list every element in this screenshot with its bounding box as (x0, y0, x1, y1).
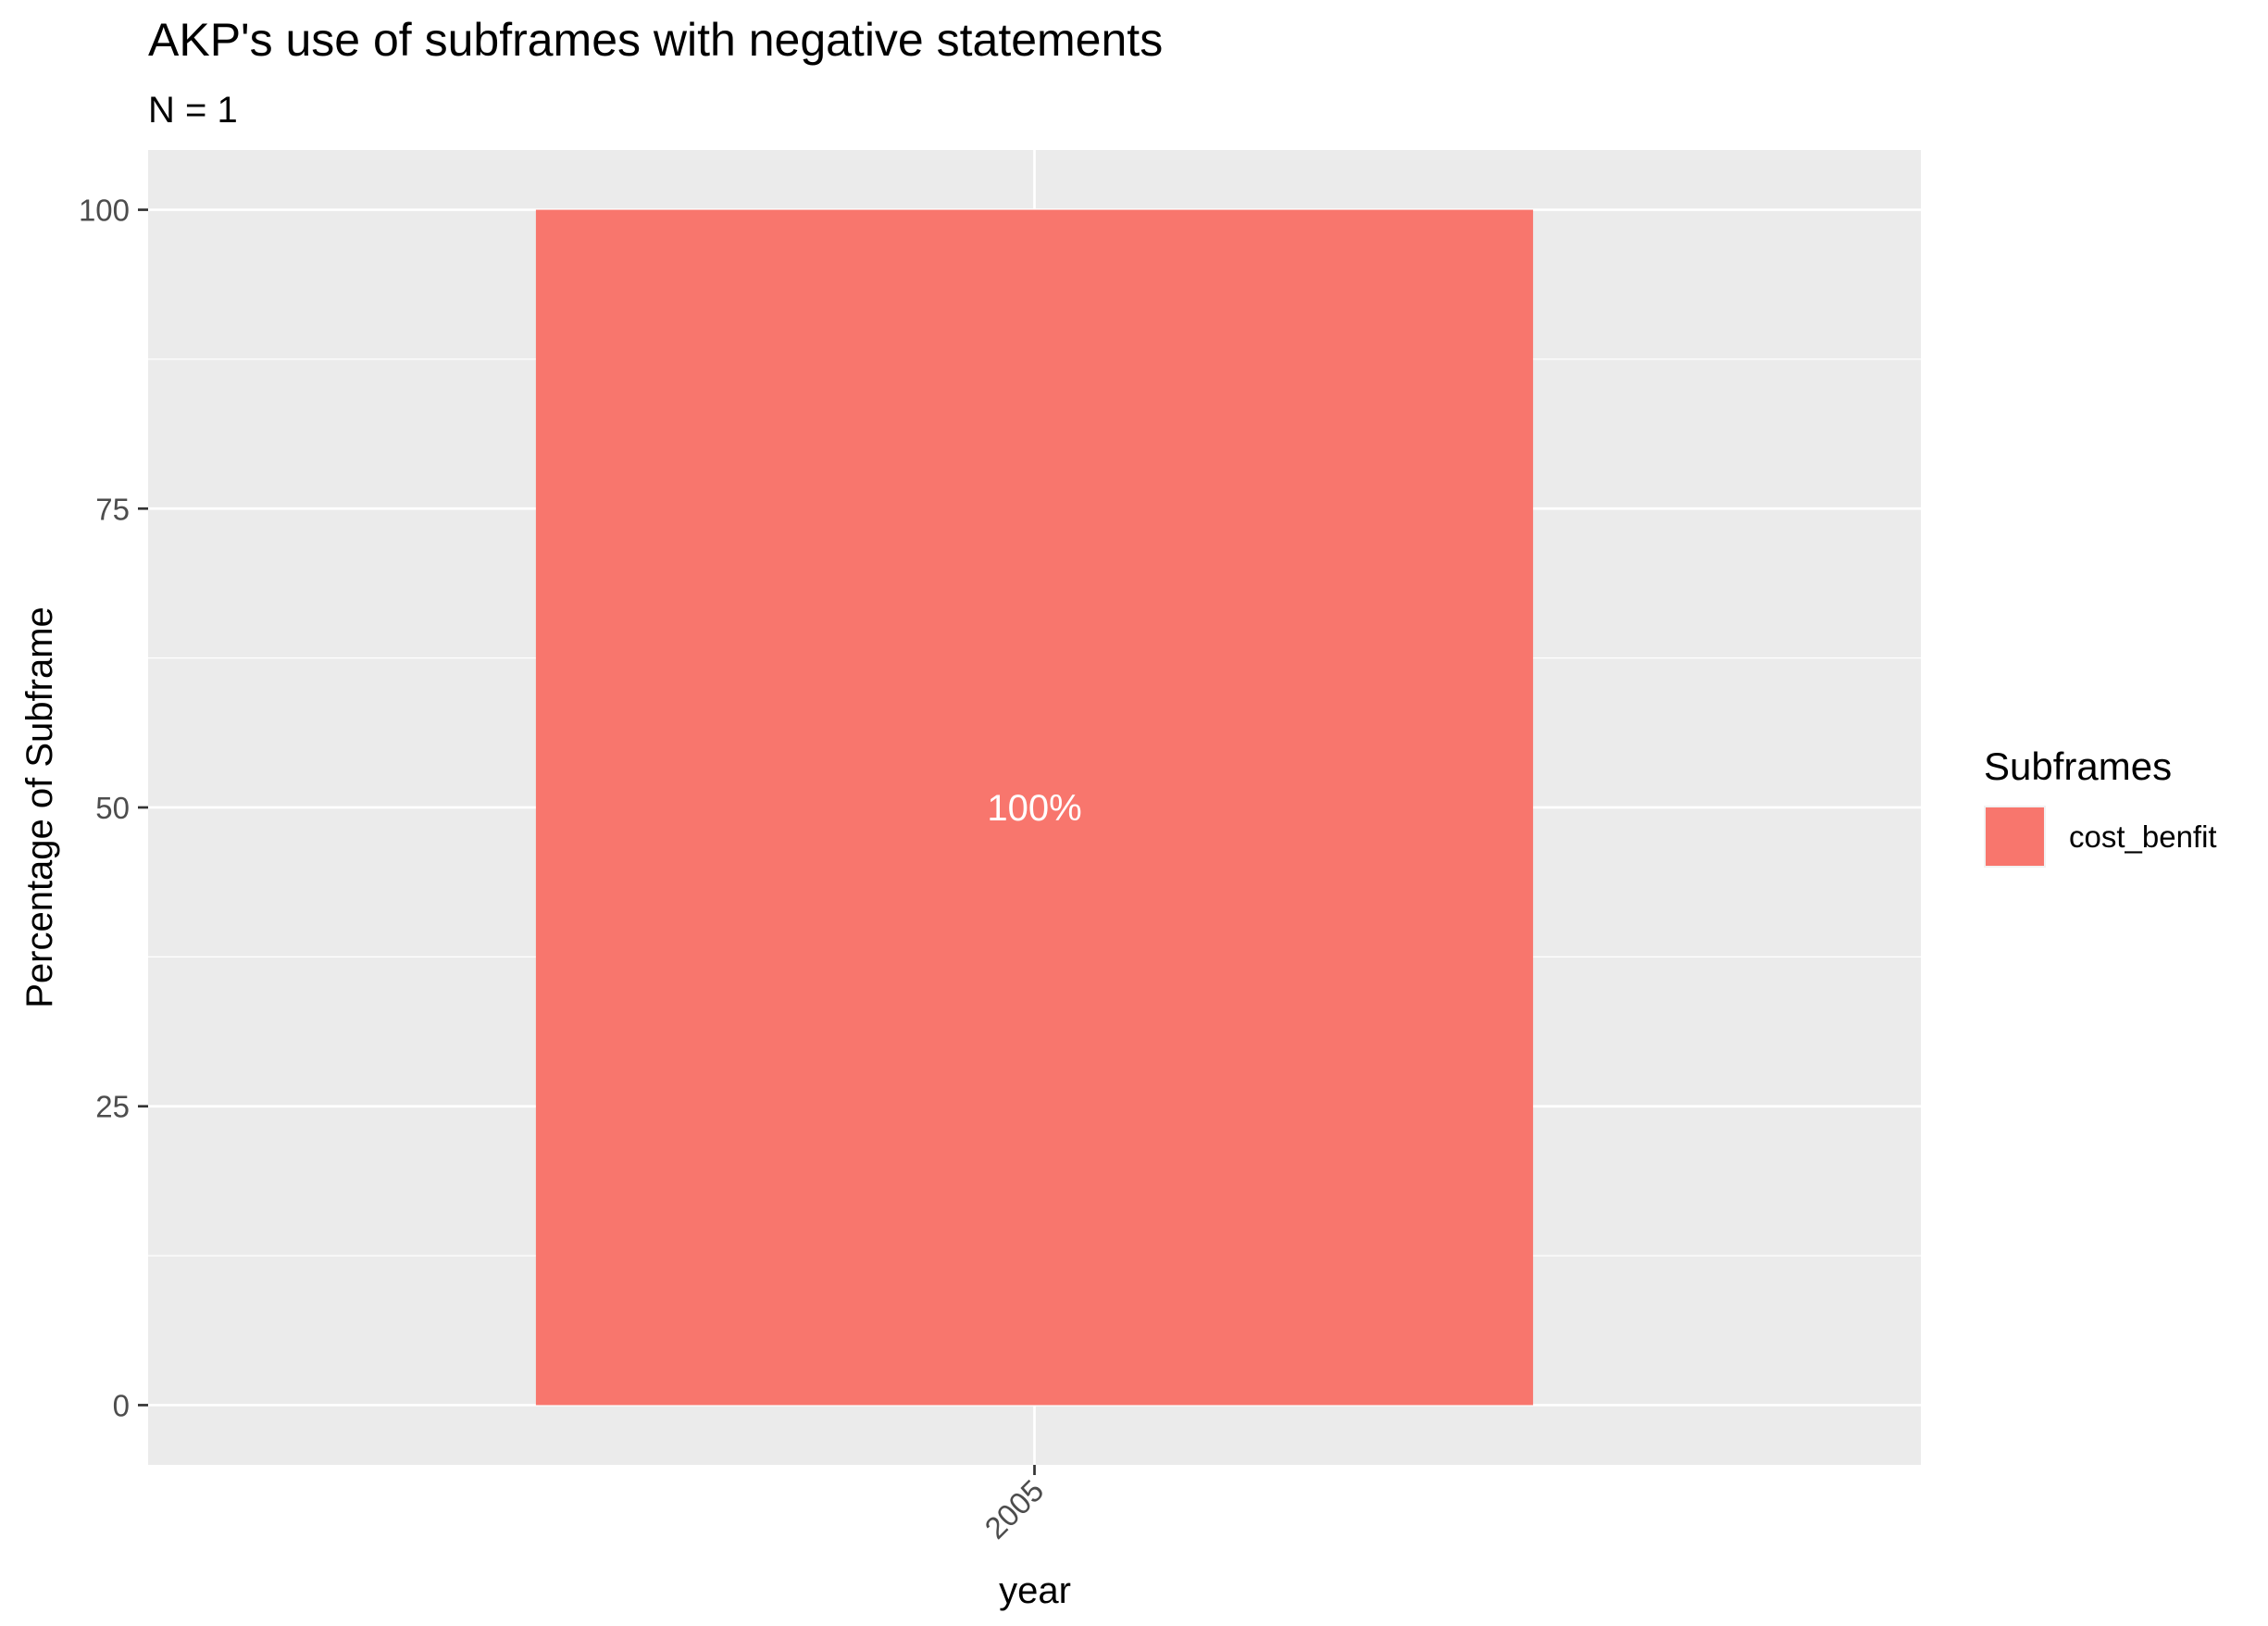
y-tick-label: 75 (95, 492, 130, 526)
bars (535, 209, 1534, 1406)
legend-label: cost_benfit (2069, 819, 2217, 854)
legend-key-swatch (1986, 807, 2044, 866)
y-tick-label: 50 (95, 791, 130, 825)
y-axis: 0 25 50 75 100 (79, 194, 148, 1422)
y-axis-title: Percentage of Subframe (19, 607, 60, 1008)
chart-title: AKP's use of subframes with negative sta… (148, 14, 1163, 66)
x-axis-title: year (999, 1570, 1071, 1611)
data-labels: 100% (987, 788, 1081, 829)
chart-subtitle: N = 1 (148, 90, 238, 131)
y-tick-label: 25 (95, 1090, 130, 1124)
legend-items: cost_benfit (1984, 806, 2217, 868)
x-tick-label: 2005 (978, 1473, 1050, 1545)
data-label: 100% (987, 788, 1081, 829)
legend: Subframes cost_benfit (1984, 744, 2217, 868)
y-tick-label: 0 (113, 1388, 130, 1422)
x-axis: 2005 (978, 1465, 1050, 1545)
legend-title: Subframes (1984, 744, 2172, 788)
bar-cost_benfit (535, 209, 1534, 1406)
y-tick-label: 100 (79, 194, 130, 228)
